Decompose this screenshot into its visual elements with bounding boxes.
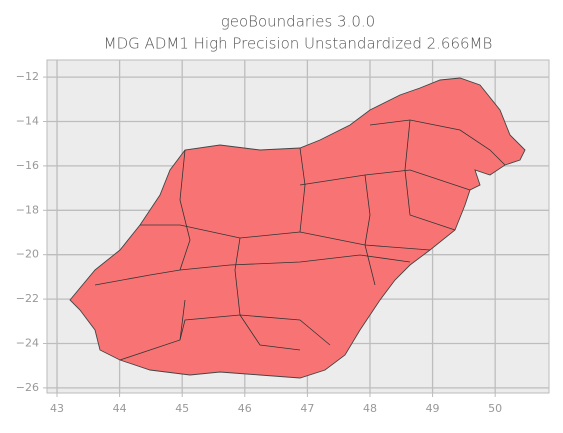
x-tick-label: 46 [238,402,252,415]
region-border [140,224,431,251]
region-borders [94,119,506,361]
y-tick-label: −12 [16,70,39,83]
x-tick-label: 47 [300,402,314,415]
region-border [239,314,301,351]
region-border [119,314,331,361]
y-tick-label: −22 [16,292,39,305]
region-border [299,147,306,233]
region-border [179,149,191,271]
x-tick-label: 45 [175,402,189,415]
region-border [234,237,241,316]
y-tick-label: −16 [16,159,39,172]
x-tick-label: 43 [50,402,64,415]
region-border [369,119,506,166]
x-tick-label: 50 [488,402,502,415]
y-tick-label: −14 [16,114,39,127]
region-border [179,299,186,341]
x-tick-label: 44 [113,402,127,415]
chart-subtitle: MDG ADM1 High Precision Unstandardized 2… [104,35,493,53]
region-border [299,169,471,191]
y-tick-label: −18 [16,203,39,216]
x-tick-label: 49 [426,402,440,415]
y-tick-label: −26 [16,381,39,394]
chart-title: geoBoundaries 3.0.0 [221,13,375,31]
region-border [404,119,456,231]
country-outline [69,77,526,379]
y-tick-label: −20 [16,248,39,261]
y-tick-label: −24 [16,336,39,349]
x-tick-label: 48 [363,402,377,415]
region-border [94,254,411,286]
region-border [364,174,376,286]
